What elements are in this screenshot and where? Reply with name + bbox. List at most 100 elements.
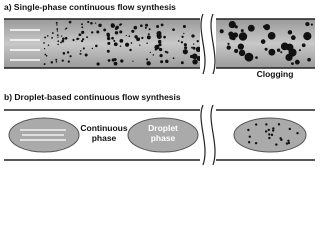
particle [182, 49, 188, 55]
particle [268, 136, 271, 140]
particle [275, 143, 278, 146]
particle [119, 30, 123, 34]
particle [307, 57, 311, 62]
break [200, 14, 216, 74]
particle [103, 28, 107, 32]
particle [268, 48, 276, 56]
particle [86, 36, 89, 39]
particle [134, 35, 138, 39]
particle [78, 38, 80, 40]
particle [238, 49, 246, 57]
particle [244, 52, 254, 62]
particle [45, 54, 48, 57]
particle [130, 42, 133, 44]
particle [113, 61, 118, 66]
particle [270, 133, 274, 137]
particle [87, 20, 90, 24]
panel-title: a) Single-phase continuous flow synthesi… [4, 2, 176, 12]
annotation: Continuous [80, 123, 127, 133]
particle [46, 35, 49, 37]
particle [119, 23, 122, 26]
particle [254, 123, 258, 126]
particle [110, 23, 115, 28]
particle [141, 36, 144, 40]
particle [43, 47, 46, 50]
particle [139, 44, 141, 46]
particle [262, 25, 266, 29]
particle [172, 57, 175, 60]
particle [160, 23, 164, 27]
particle [72, 38, 75, 42]
particle [124, 42, 130, 47]
particle [67, 60, 70, 63]
particle [287, 139, 290, 142]
particle [152, 54, 155, 56]
break-mark [200, 104, 216, 166]
particle [291, 62, 294, 66]
particle [129, 48, 132, 52]
particle [113, 39, 116, 42]
particle [163, 35, 166, 39]
annotation: phase [151, 133, 176, 143]
break-mark [200, 13, 216, 75]
diagram: a) Single-phase continuous flow synthesi… [4, 2, 315, 166]
particle [111, 58, 115, 62]
particle [81, 38, 85, 41]
particle [146, 35, 151, 40]
particle [254, 141, 258, 145]
particle [120, 59, 124, 63]
particle [125, 34, 127, 37]
particle [195, 46, 202, 52]
label-bg [250, 69, 300, 80]
particle [197, 49, 200, 52]
particle [227, 42, 230, 45]
particle [182, 24, 186, 29]
particle [158, 43, 162, 47]
particle [113, 42, 118, 47]
particle [265, 123, 268, 126]
break [200, 105, 216, 165]
particle [57, 40, 60, 43]
particle [138, 37, 140, 40]
particle [115, 58, 117, 60]
particle [183, 43, 187, 47]
particles [247, 123, 299, 146]
particle [131, 29, 135, 33]
particle [234, 25, 238, 29]
particle [133, 25, 138, 30]
particle [56, 34, 59, 37]
particle [277, 123, 281, 126]
particle [288, 48, 297, 57]
particle [60, 35, 63, 37]
flow-arrows [20, 129, 66, 141]
particle [303, 32, 312, 41]
particle [196, 39, 199, 43]
particle [287, 30, 293, 35]
particle [84, 53, 88, 57]
particle [79, 50, 82, 52]
particle [56, 30, 59, 32]
particle [146, 61, 151, 66]
particle [226, 45, 231, 50]
particle [219, 29, 224, 34]
particle [114, 27, 118, 31]
particle [55, 58, 58, 61]
particle [55, 21, 58, 24]
particle [247, 24, 255, 32]
particle [47, 44, 50, 46]
particle [177, 40, 180, 42]
particle [90, 21, 93, 25]
particle [79, 52, 82, 55]
particle [81, 26, 84, 29]
particle [264, 47, 268, 51]
particle [147, 33, 150, 35]
particle [76, 37, 79, 41]
particle [82, 47, 85, 50]
particle [78, 33, 81, 36]
particle [267, 31, 276, 40]
particle [98, 23, 102, 28]
particle [60, 41, 62, 44]
particle [192, 46, 196, 50]
particle [184, 46, 188, 50]
particle [91, 47, 94, 50]
